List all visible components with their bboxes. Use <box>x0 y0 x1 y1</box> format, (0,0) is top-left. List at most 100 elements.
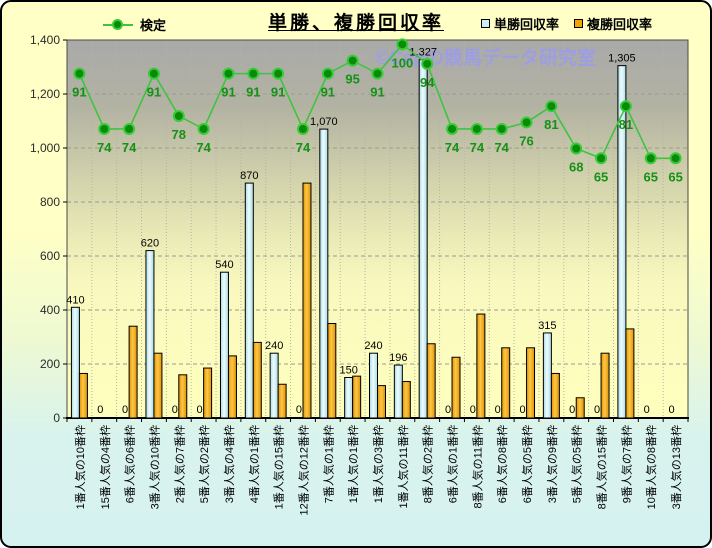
line-point-1 <box>73 67 86 80</box>
line-point-3 <box>123 122 136 135</box>
y-axis-label-200: 200 <box>40 357 60 371</box>
bar-label-13: 240 <box>364 340 382 352</box>
y-axis-label-800: 800 <box>40 195 60 209</box>
bar-label-25: 0 <box>669 404 675 416</box>
line-label-3: 74 <box>122 140 137 155</box>
line-point-6 <box>197 122 210 135</box>
line-point-4 <box>147 67 160 80</box>
bar-fukusho-4 <box>153 352 163 419</box>
line-point-9 <box>272 67 285 80</box>
x-axis-label-2: 15番人気の4番枠 <box>98 425 112 509</box>
bar-label-24: 0 <box>644 404 650 416</box>
line-label-12: 95 <box>345 72 359 87</box>
bar-tansho-8 <box>244 182 254 419</box>
bar-fukusho-18 <box>501 347 511 419</box>
line-point-13 <box>371 67 384 80</box>
y-axis-label-1,200: 1,200 <box>30 87 60 101</box>
line-label-5: 78 <box>172 127 186 142</box>
line-label-10: 74 <box>296 140 311 155</box>
line-point-25 <box>669 152 682 165</box>
line-series: 91 74 74 91 78 74 91 91 91 74 91 95 91 100 94 74 74 74 76 8… <box>72 38 683 184</box>
line-label-17: 74 <box>470 140 485 155</box>
x-axis-label-12: 1番人気の1番枠 <box>346 425 360 503</box>
x-axis-label-22: 8番人気の15番枠 <box>595 425 609 509</box>
bar-label-17: 0 <box>470 404 476 416</box>
bar-label-21: 0 <box>569 404 575 416</box>
bar-label-8: 870 <box>240 170 258 182</box>
line-label-23: 81 <box>619 117 633 132</box>
line-label-13: 91 <box>370 85 384 100</box>
bar-tansho-15 <box>418 59 428 419</box>
x-axis-label-13: 1番人気の3番枠 <box>371 425 385 503</box>
bar-label-16: 0 <box>445 404 451 416</box>
bar-fukusho-8 <box>252 341 262 419</box>
bar-fukusho-9 <box>277 383 287 419</box>
bar-fukusho-1 <box>78 372 88 419</box>
bar-label-22: 0 <box>594 404 600 416</box>
x-axis-label-15: 8番人気の2番枠 <box>421 425 435 503</box>
x-axis-label-6: 5番人気の2番枠 <box>197 425 211 503</box>
bar-fukusho-19 <box>526 347 536 419</box>
y-axis-label-400: 400 <box>40 303 60 317</box>
x-axis-label-11: 7番人気の1番枠 <box>321 425 335 503</box>
bar-fukusho-3 <box>128 325 138 419</box>
line-label-6: 74 <box>196 140 211 155</box>
chart-title: 単勝、複勝回収率 <box>267 13 444 34</box>
x-axis-label-20: 3番人気の9番枠 <box>545 425 559 503</box>
bar-fukusho-6 <box>203 367 213 419</box>
x-axis-label-18: 6番人気の8番枠 <box>495 425 509 503</box>
bar-label-14: 196 <box>389 352 407 364</box>
legend-item-fukusho: 複勝回収率 <box>574 14 652 33</box>
line-label-16: 74 <box>445 140 460 155</box>
line-label-7: 91 <box>221 85 235 100</box>
bar-tansho-11 <box>319 128 329 419</box>
bar-tansho-9 <box>269 352 279 419</box>
bar-label-10: 0 <box>296 404 302 416</box>
line-point-7 <box>222 67 235 80</box>
y-axis-label-1,000: 1,000 <box>30 141 60 155</box>
bar-tansho-7 <box>219 271 229 419</box>
bar-tansho-4 <box>145 250 155 419</box>
bar-label-3: 0 <box>122 404 128 416</box>
line-label-19: 76 <box>519 133 533 148</box>
line-point-2 <box>98 122 111 135</box>
bar-label-7: 540 <box>215 259 233 271</box>
x-axis-label-4: 3番人気の10番枠 <box>147 425 161 509</box>
bar-label-20: 315 <box>538 320 556 332</box>
bar-fukusho-22 <box>600 352 610 419</box>
bar-fukusho-16 <box>451 356 461 419</box>
bar-fukusho-23 <box>625 328 635 419</box>
axis-labels: 0 200 400 600 800 1,000 1,200 1,400 1番人気の10番枠 15番… <box>30 33 683 515</box>
line-point-16 <box>446 122 459 135</box>
x-axis-label-14: 1番人気の11番枠 <box>396 425 410 509</box>
x-axis-label-21: 5番人気の5番枠 <box>570 425 584 503</box>
x-axis-label-3: 6番人気の6番枠 <box>123 425 137 503</box>
line-point-5 <box>172 109 185 122</box>
bar-fukusho-13 <box>377 385 386 419</box>
x-axis-label-23: 9番人気の7番枠 <box>619 425 633 503</box>
bar-tansho-23 <box>617 65 627 419</box>
line-point-8 <box>247 67 260 80</box>
legend-item-tansho: 単勝回収率 <box>481 14 559 33</box>
bar-fukusho-21 <box>575 397 585 419</box>
line-label-8: 91 <box>246 85 260 100</box>
legend-line-label: 検定 <box>140 18 167 33</box>
line-point-17 <box>470 122 483 135</box>
y-axis-label-0: 0 <box>53 411 60 425</box>
bar-label-23: 1,305 <box>608 53 636 65</box>
bar-fukusho-17 <box>476 313 486 419</box>
x-axis-label-7: 3番人気の4番枠 <box>222 425 236 503</box>
bar-tansho-14 <box>393 364 403 419</box>
line-label-4: 91 <box>147 85 161 100</box>
fukusho-swatch-icon <box>574 19 584 28</box>
bar-tansho-1 <box>70 306 80 419</box>
bar-label-1: 410 <box>66 294 84 306</box>
bar-label-2: 0 <box>97 404 103 416</box>
bar-fukusho-11 <box>327 323 337 419</box>
bar-label-11: 1,070 <box>310 116 338 128</box>
bar-label-18: 0 <box>495 404 501 416</box>
x-axis-label-19: 6番人気の5番枠 <box>520 425 534 503</box>
line-point-21 <box>570 142 583 155</box>
